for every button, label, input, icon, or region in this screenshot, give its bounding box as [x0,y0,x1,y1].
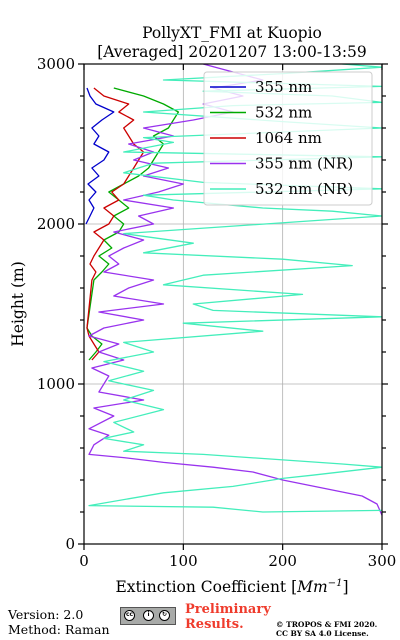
legend-label: 355 nm (NR) [255,155,353,173]
x-axis-unit: Mm [296,578,328,596]
x-axis-label: Extinction Coefficient [Mm−1] [115,578,348,596]
series-line [86,87,180,361]
axis-ticks [78,63,388,550]
by-icon: i [143,610,154,621]
chart-title: PollyXT_FMI at Kuopio [142,24,322,42]
x-tick-label: 200 [268,552,297,570]
cc-license-badge: cc i ↻ [120,607,176,625]
preliminary-line-1: Preliminary [185,602,271,617]
y-tick-label: 3000 [37,55,75,73]
chart-subtitle: [Averaged] 20201207 13:00-13:59 [97,43,367,61]
x-axis-unit-exponent: −1 [328,578,343,589]
copyright-line-2: CC BY SA 4.0 License. [276,629,369,638]
plot-frame [83,63,383,545]
legend-label: 532 nm (NR) [255,180,353,198]
legend-label: 1064 nm [255,129,322,147]
x-axis-label-text: Extinction Coefficient [ [115,578,297,596]
version-text: Version: 2.0 [8,607,84,622]
copyright-line-1: © TROPOS & FMI 2020. [276,620,378,629]
cc-icon: cc [124,610,135,621]
legend: 355 nm 532 nm 1064 nm 355 nm (NR) 532 nm (NR… [203,71,373,206]
y-tick-label: 1000 [37,375,75,393]
copyright-notice: © TROPOS & FMI 2020. CC BY SA 4.0 Licens… [276,620,377,638]
series-line [85,87,115,225]
y-axis-label: Height (m) [9,261,27,347]
sa-icon: ↻ [159,610,170,621]
preliminary-notice: Preliminary Results. [185,602,271,632]
preliminary-line-2: Results. [185,617,244,632]
x-axis-label-end: ] [342,578,348,596]
y-tick-label: 2000 [37,215,75,233]
legend-box [203,71,373,206]
method-text: Method: Raman [8,622,110,637]
legend-label: 355 nm [255,78,312,96]
x-tick-label: 0 [79,552,89,570]
x-tick-label: 300 [368,552,397,570]
series-line [86,87,145,361]
x-tick-label: 100 [169,552,198,570]
y-tick-label: 0 [65,535,75,553]
legend-label: 532 nm [255,104,312,122]
series-line [88,64,382,516]
